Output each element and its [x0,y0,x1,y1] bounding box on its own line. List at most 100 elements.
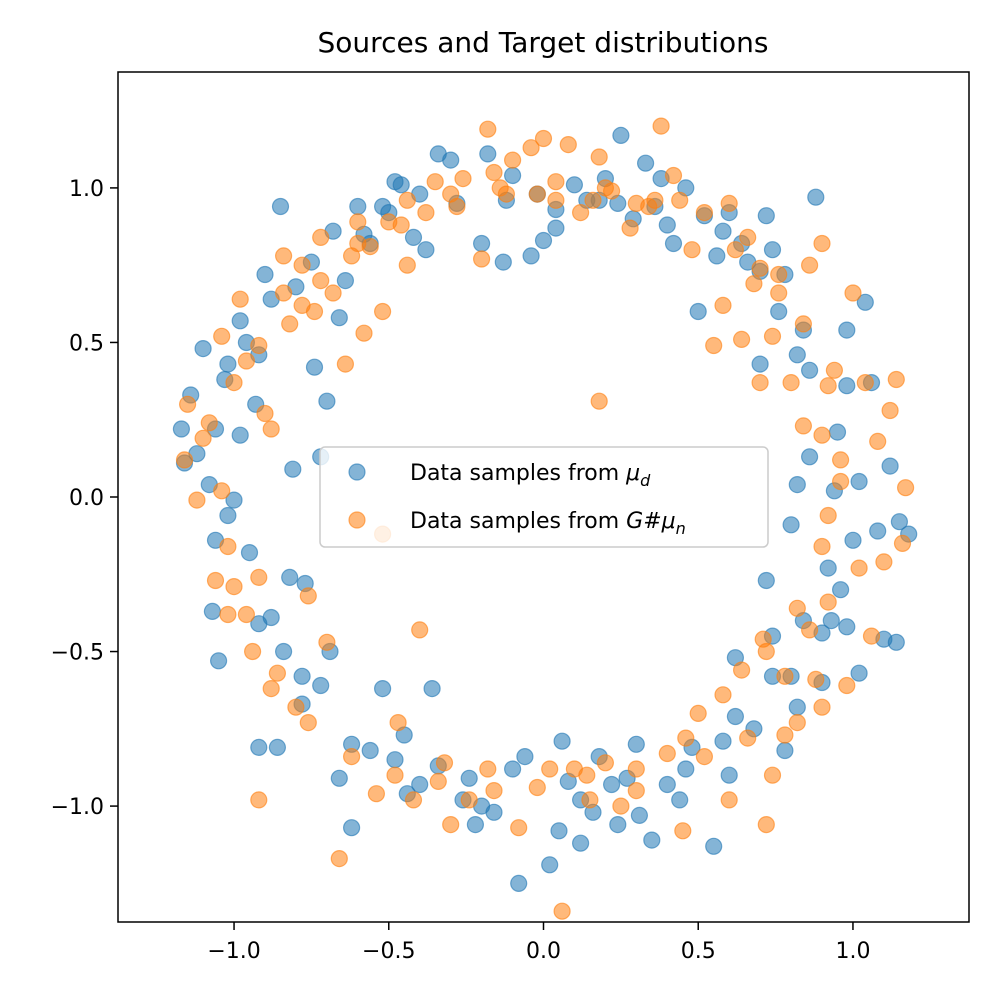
series-1-point [460,769,478,787]
legend-label: Data samples from G#μn [410,509,686,538]
x-tick-label: 0.0 [526,939,561,964]
series-1-point [479,145,497,163]
series-2-point [770,265,788,284]
series-2-point [596,179,615,197]
series-1-point [838,618,856,636]
series-1-point [838,321,856,339]
series-2-point [460,791,478,809]
series-2-point [695,747,714,766]
series-2-point [896,479,915,497]
series-1-point [330,769,348,787]
series-2-point [287,698,305,716]
y-tick-label: 1.0 [69,177,104,202]
series-2-point [417,204,435,222]
series-2-point [349,213,367,231]
series-2-point [671,191,689,209]
series-2-point [782,374,800,392]
series-2-point [343,247,361,265]
series-2-point [677,729,695,747]
series-1-point [349,197,367,216]
series-2-point [813,537,831,556]
series-1-point [250,738,268,757]
series-1-point [172,420,190,438]
series-1-point [281,568,299,587]
series-2-point [200,414,218,432]
series-2-point [819,506,837,525]
series-2-point [448,197,466,216]
legend-marker [348,511,366,529]
series-1-point [705,837,723,855]
series-2-point [426,173,444,191]
series-2-point [281,315,299,333]
series-1-point [800,361,819,379]
series-2-point [652,117,670,135]
series-2-point [442,815,460,834]
series-1-point [714,732,732,750]
series-2-point [541,760,559,778]
series-2-point [838,676,856,695]
series-2-point [584,191,602,209]
series-2-point [627,760,645,778]
series-2-point [219,605,237,624]
series-2-point [528,185,546,203]
series-1-point [636,154,655,172]
series-2-point [485,163,503,182]
series-2-point [293,256,311,274]
series-2-point [324,284,342,302]
series-2-point [776,667,794,685]
series-1-point [553,732,571,750]
series-2-point [398,191,416,209]
series-2-point [627,194,645,212]
series-2-point [739,729,757,747]
series-1-point [194,340,212,358]
series-1-point [268,738,286,757]
series-1-point [250,615,268,633]
series-1-point [330,309,348,327]
series-1-point [788,346,806,364]
series-2-point [244,642,262,661]
series-1-point [336,272,354,290]
series-1-point [708,247,726,265]
series-1-point [571,834,590,852]
series-2-point [720,194,738,212]
series-2-point [411,621,429,639]
series-2-point [807,670,825,689]
series-2-point [225,374,243,392]
series-2-point [528,778,546,797]
series-2-point [757,815,775,834]
legend-box [319,446,769,548]
series-2-point [250,791,268,809]
series-1-point [374,679,392,698]
series-1-point [658,216,676,234]
series-2-point [194,429,212,447]
series-1-point [565,176,584,194]
series-2-point [850,559,868,577]
series-1-point [609,815,627,834]
series-2-point [312,272,330,290]
series-2-point [819,593,837,611]
x-tick-label: 1.0 [835,939,870,964]
series-1-point [630,806,649,825]
series-2-point [547,191,565,209]
series-2-point [763,766,782,784]
series-1-point [782,516,800,534]
series-2-point [404,791,423,809]
series-2-point [800,621,819,639]
y-tick-label: −1.0 [51,795,104,820]
x-axis: −1.0 −0.5 0.0 0.5 1.0 [207,922,870,964]
series-2-point [844,284,862,302]
series-2-point [275,247,293,265]
series-2-point [219,537,237,556]
series-1-point [411,775,429,794]
x-tick-label: 0.5 [681,939,716,964]
series-2-point [578,766,596,784]
series-1-point [374,197,392,216]
series-1-point [807,188,825,206]
series-1-point [844,531,862,549]
series-2-point [862,627,881,645]
series-1-point [831,581,850,599]
series-2-point [237,605,255,624]
series-1-point [510,874,528,893]
series-2-point [674,822,692,840]
